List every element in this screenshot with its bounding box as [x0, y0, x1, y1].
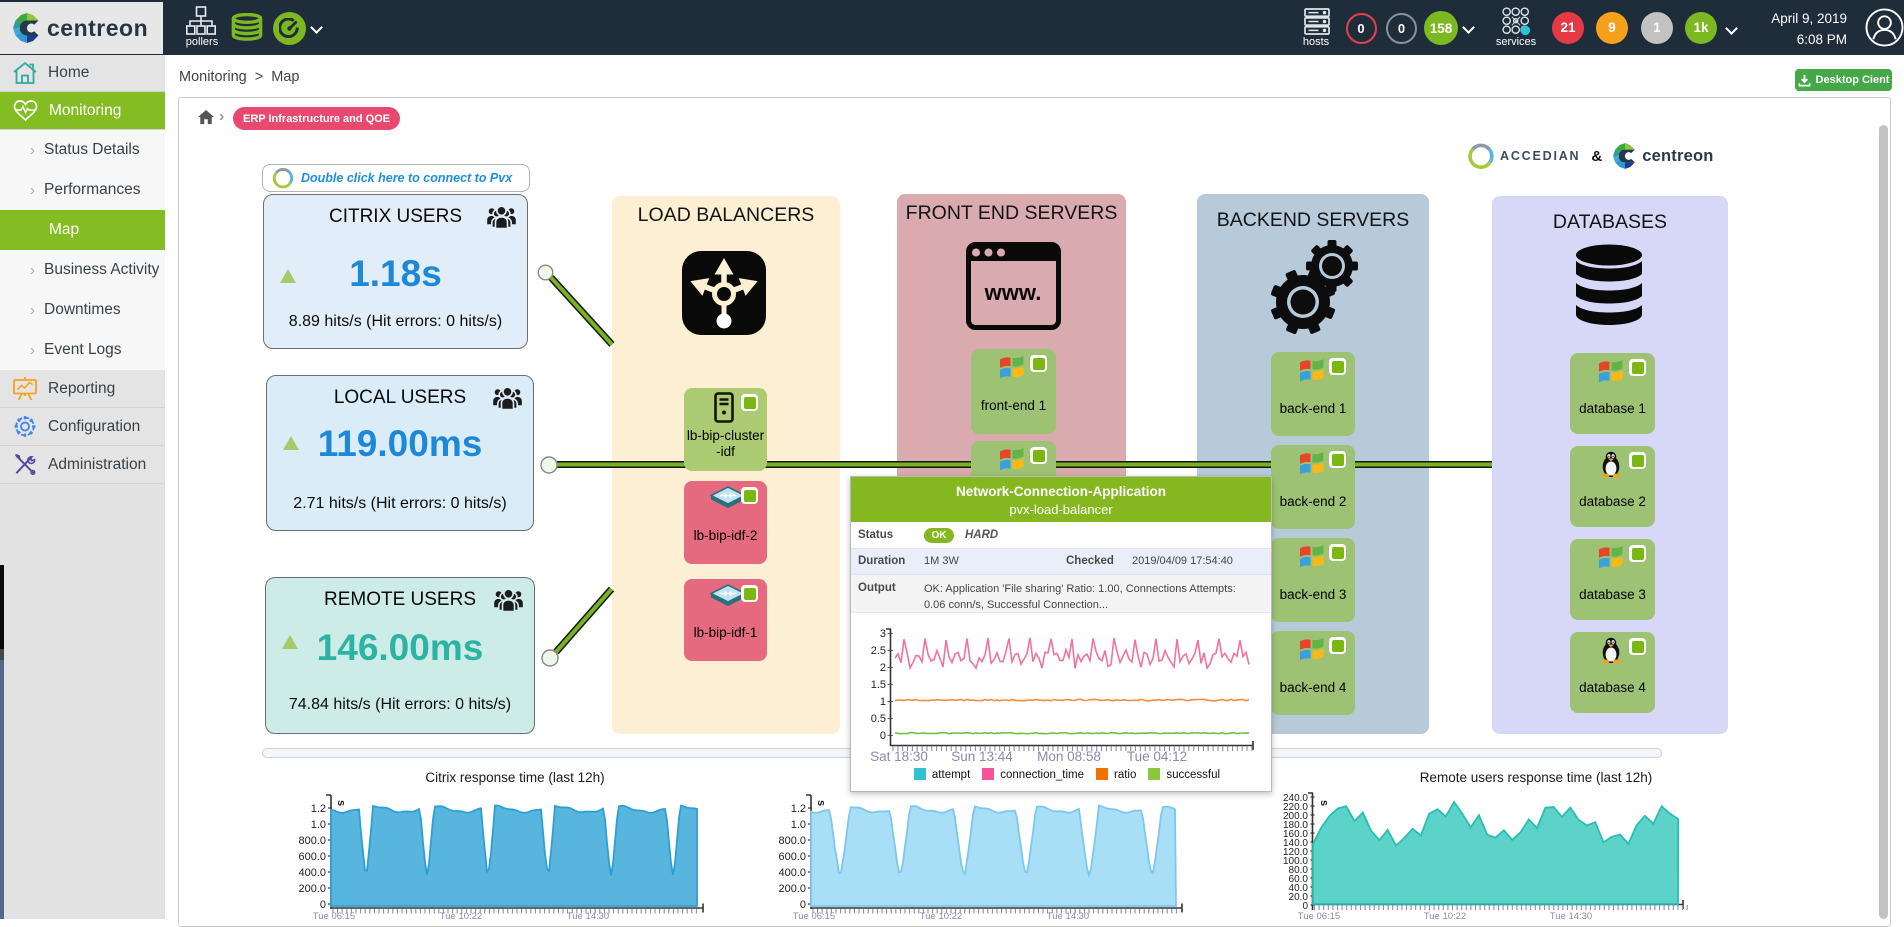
svg-text:800.0: 800.0: [298, 835, 326, 847]
svg-text:1.0: 1.0: [311, 819, 326, 831]
svg-text:140.0: 140.0: [1283, 838, 1308, 849]
svg-text:60.0: 60.0: [1289, 874, 1309, 885]
svg-text:240.0: 240.0: [1283, 793, 1308, 804]
svg-text:40.0: 40.0: [1289, 883, 1309, 894]
svg-text:Tue 10:22: Tue 10:22: [920, 911, 962, 919]
svg-text:www.: www.: [984, 280, 1042, 305]
svg-text:Sun 13:44: Sun 13:44: [951, 749, 1013, 764]
svg-text:Tue 10:22: Tue 10:22: [1424, 911, 1466, 919]
svg-text:80.0: 80.0: [1289, 865, 1309, 876]
svg-text:1.0: 1.0: [791, 819, 806, 831]
svg-text:Tue 06:15: Tue 06:15: [793, 911, 835, 919]
svg-text:0: 0: [800, 899, 806, 911]
svg-text:800.0: 800.0: [778, 835, 806, 847]
svg-text:160.0: 160.0: [1283, 829, 1308, 840]
svg-text:20.0: 20.0: [1289, 892, 1309, 903]
svg-text:600.0: 600.0: [298, 851, 326, 863]
svg-text:Tue 14:30: Tue 14:30: [567, 911, 609, 919]
svg-text:0: 0: [1302, 901, 1308, 912]
svg-text:Mon 08:58: Mon 08:58: [1037, 749, 1101, 764]
svg-text:Sat 18:30: Sat 18:30: [870, 749, 928, 764]
svg-text:0.5: 0.5: [871, 713, 886, 725]
svg-text:1.2: 1.2: [311, 803, 326, 815]
svg-text:220.0: 220.0: [1283, 802, 1308, 813]
svg-text:200.0: 200.0: [778, 883, 806, 895]
svg-text:0: 0: [320, 899, 326, 911]
svg-text:400.0: 400.0: [778, 867, 806, 879]
svg-text:1: 1: [880, 696, 886, 708]
svg-text:2.5: 2.5: [871, 645, 886, 657]
svg-text:180.0: 180.0: [1283, 820, 1308, 831]
svg-text:Tue 06:15: Tue 06:15: [1298, 911, 1340, 919]
svg-text:600.0: 600.0: [778, 851, 806, 863]
svg-text:0: 0: [880, 730, 886, 742]
svg-text:Tue 14:30: Tue 14:30: [1550, 911, 1592, 919]
svg-text:2: 2: [880, 662, 886, 674]
svg-text:Tue 14:30: Tue 14:30: [1047, 911, 1089, 919]
svg-text:Tue 04:12: Tue 04:12: [1127, 749, 1187, 764]
svg-text:200.0: 200.0: [1283, 811, 1308, 822]
svg-text:200.0: 200.0: [298, 883, 326, 895]
svg-text:s: s: [335, 800, 347, 806]
svg-text:100.0: 100.0: [1283, 856, 1308, 867]
svg-text:3: 3: [880, 628, 886, 640]
svg-text:Tue 06:15: Tue 06:15: [313, 911, 355, 919]
svg-text:Tue 10:22: Tue 10:22: [440, 911, 482, 919]
svg-text:s: s: [1318, 800, 1330, 806]
svg-text:1.5: 1.5: [871, 679, 886, 691]
svg-text:1.2: 1.2: [791, 803, 806, 815]
svg-text:400.0: 400.0: [298, 867, 326, 879]
svg-text:120.0: 120.0: [1283, 847, 1308, 858]
svg-text:s: s: [815, 800, 827, 806]
